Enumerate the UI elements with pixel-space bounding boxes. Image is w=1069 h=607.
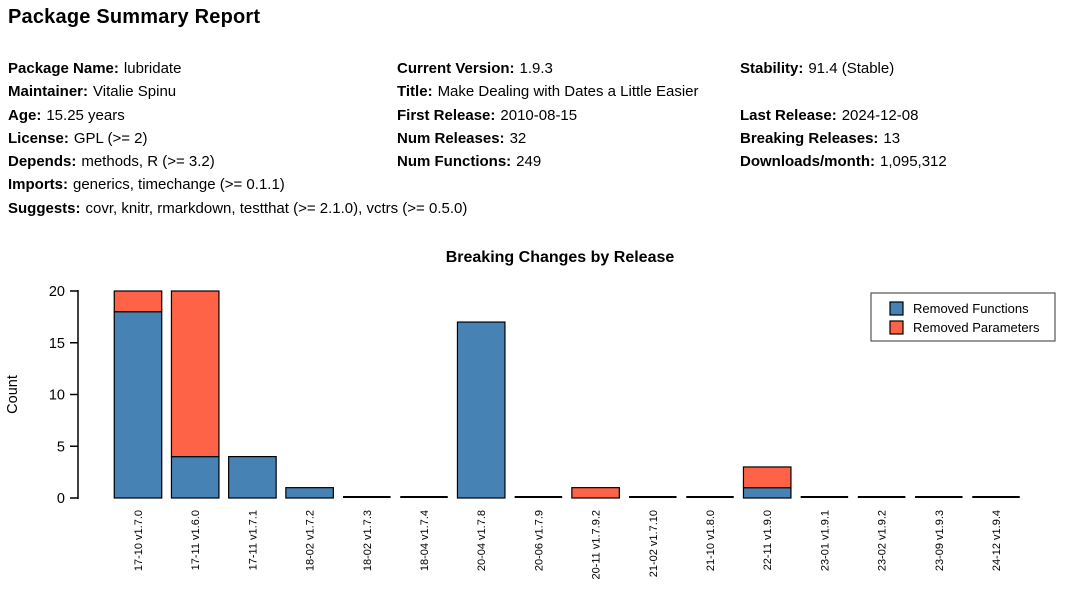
meta-current-version: Current Version: 1.9.3 [397, 60, 553, 77]
chart-legend: Removed Functions Removed Parameters [870, 292, 1056, 342]
x-tick-label-21-10 v1.8.0: 21-10 v1.8.0 [705, 510, 717, 571]
meta-depends: Depends: methods, R (>= 3.2) [8, 153, 215, 171]
legend-label-removed-functions: Removed Functions [913, 301, 1029, 316]
meta-license: License: GPL (>= 2) [8, 129, 148, 147]
x-tick-label-20-06 v1.7.9: 20-06 v1.7.9 [533, 510, 545, 571]
meta-maintainer: Maintainer: Vitalie Spinu [8, 83, 177, 101]
legend-swatch-removed-functions [889, 301, 904, 316]
x-tick-label-23-09 v1.9.3: 23-09 v1.9.3 [934, 510, 946, 571]
meta-suggests: Suggests: covr, knitr, rmarkdown, testtha… [8, 199, 468, 217]
page-title: Package Summary Report [8, 6, 261, 28]
bar-removed-parameters-22-11 v1.9.0 [742, 466, 792, 489]
breaking-changes-chart: Breaking Changes by Release 0 5 10 15 20 Count… [0, 240, 1069, 602]
metadata-column-1: Package Name: lubridate Maintainer: Vitali… [8, 57, 467, 220]
meta-blank-row [740, 80, 947, 103]
meta-imports: Imports: generics, timechange (>= 0.1.1) [8, 176, 285, 194]
legend-swatch-removed-parameters [889, 320, 904, 335]
x-tick-label-18-02 v1.7.3: 18-02 v1.7.3 [362, 510, 374, 571]
y-tick-label: 10 [49, 388, 65, 404]
y-tick-label: 15 [49, 336, 65, 352]
meta-package-name: Package Name: lubridate [8, 60, 182, 77]
bar-removed-parameters-17-11 v1.6.0 [170, 290, 220, 458]
y-tick-label: 5 [57, 439, 65, 455]
x-tick-label-20-11 v1.7.9.2: 20-11 v1.7.9.2 [591, 510, 603, 580]
chart-title: Breaking Changes by Release [446, 249, 675, 266]
meta-num-releases: Num Releases: 32 [397, 129, 527, 147]
x-tick-label-23-02 v1.9.2: 23-02 v1.9.2 [877, 510, 889, 571]
meta-last-release: Last Release: 2024-12-08 [740, 106, 919, 124]
bar-removed-functions-22-11 v1.9.0 [742, 487, 792, 499]
bar-removed-functions-17-11 v1.6.0 [170, 456, 220, 499]
x-tick-label-17-11 v1.6.0: 17-11 v1.6.0 [190, 510, 202, 570]
x-tick-label-22-11 v1.9.0: 22-11 v1.9.0 [762, 510, 774, 570]
x-tick-label-23-01 v1.9.1: 23-01 v1.9.1 [819, 510, 831, 571]
y-tick-label: 0 [57, 491, 65, 507]
y-tick-label: 20 [49, 284, 65, 300]
meta-downloads-month: Downloads/month: 1,095,312 [740, 153, 947, 171]
metadata-column-3: Stability: 91.4 (Stable) Last Release: 202… [740, 57, 947, 173]
x-tick-label-17-11 v1.7.1: 17-11 v1.7.1 [247, 510, 259, 570]
bar-removed-functions-20-04 v1.7.8 [456, 321, 506, 499]
bar-removed-functions-18-02 v1.7.2 [285, 487, 334, 499]
meta-title: Title: Make Dealing with Dates a Little E… [397, 83, 699, 101]
meta-breaking-releases: Breaking Releases: 13 [740, 129, 901, 147]
bar-removed-functions-17-11 v1.7.1 [228, 456, 277, 499]
metadata-column-2: Current Version: 1.9.3 Title: Make Dealing… [397, 57, 699, 173]
x-tick-label-17-10 v1.7.0: 17-10 v1.7.0 [133, 510, 145, 571]
x-tick-label-20-04 v1.7.8: 20-04 v1.7.8 [476, 510, 488, 571]
legend-label-removed-parameters: Removed Parameters [913, 320, 1040, 335]
bar-removed-parameters-20-11 v1.7.9.2 [571, 487, 620, 499]
bar-removed-functions-17-10 v1.7.0 [113, 311, 163, 499]
x-tick-label-18-04 v1.7.4: 18-04 v1.7.4 [419, 510, 431, 571]
meta-first-release: First Release: 2010-08-15 [397, 106, 578, 124]
meta-num-functions: Num Functions: 249 [397, 153, 542, 171]
x-tick-label-18-02 v1.7.2: 18-02 v1.7.2 [305, 510, 317, 571]
x-tick-label-24-12 v1.9.4: 24-12 v1.9.4 [991, 510, 1003, 571]
meta-age: Age: 15.25 years [8, 106, 125, 124]
breaking-changes-chart-svg: Breaking Changes by Release 0 5 10 15 20 Count… [5, 249, 1056, 580]
y-axis-label: Count [5, 375, 21, 414]
bar-removed-parameters-17-10 v1.7.0 [113, 290, 163, 313]
meta-stability: Stability: 91.4 (Stable) [740, 60, 895, 77]
x-tick-label-21-02 v1.7.10: 21-02 v1.7.10 [648, 510, 660, 577]
